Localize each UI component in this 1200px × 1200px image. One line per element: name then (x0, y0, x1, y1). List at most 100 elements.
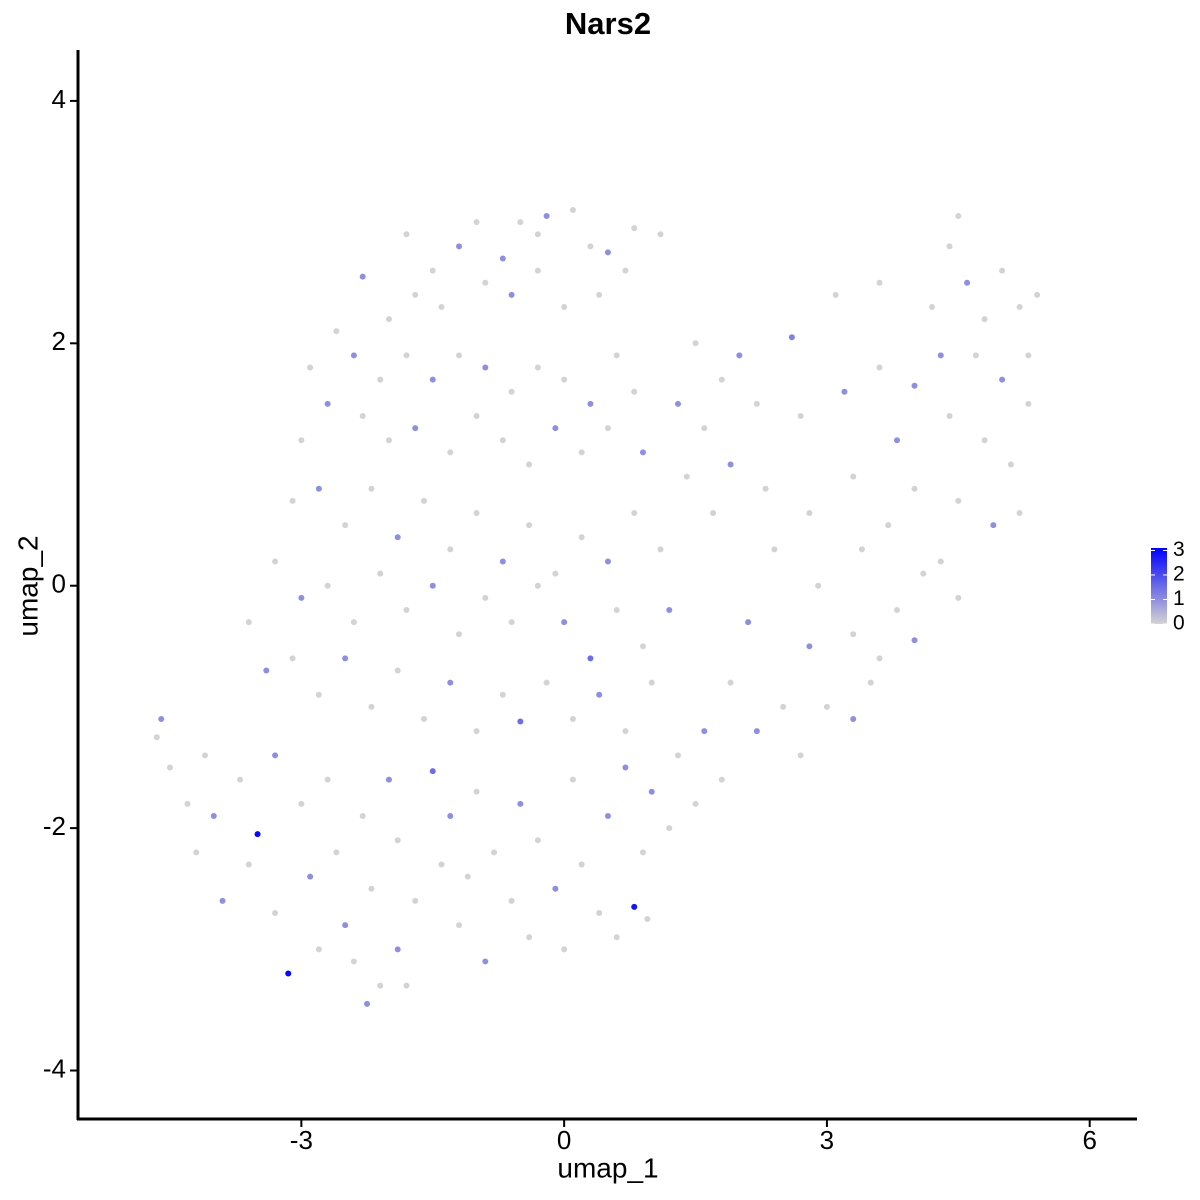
point (438, 861, 445, 868)
point (508, 897, 515, 904)
point (596, 691, 603, 698)
point (342, 655, 349, 662)
point (526, 522, 533, 529)
point (648, 788, 655, 795)
point (412, 897, 419, 904)
point (631, 509, 638, 516)
point (272, 909, 279, 916)
point (272, 558, 279, 565)
point (631, 225, 638, 232)
point (473, 509, 480, 516)
point (403, 606, 410, 613)
point (499, 691, 506, 698)
point (622, 728, 629, 735)
point (482, 279, 489, 286)
x-tick-label: 3 (820, 1125, 834, 1155)
point (552, 425, 559, 432)
point (631, 388, 638, 395)
point (394, 946, 401, 953)
point (578, 449, 585, 456)
point (534, 267, 541, 274)
point (911, 382, 918, 389)
point (1025, 400, 1032, 407)
point (981, 316, 988, 323)
point (911, 637, 918, 644)
point (569, 716, 576, 723)
point (219, 897, 226, 904)
point (245, 619, 252, 626)
point (832, 291, 839, 298)
point (644, 916, 651, 923)
point (534, 582, 541, 589)
point (272, 752, 279, 759)
y-axis-label: umap_2 (12, 535, 43, 636)
point (342, 522, 349, 529)
point (692, 800, 699, 807)
color-tick-label: 0 (1173, 612, 1185, 635)
point (543, 213, 550, 220)
point (710, 509, 717, 516)
point (508, 291, 515, 298)
point (350, 352, 357, 359)
point (569, 206, 576, 213)
point (324, 582, 331, 589)
point (438, 303, 445, 310)
point (499, 437, 506, 444)
point (324, 400, 331, 407)
point (639, 449, 646, 456)
x-tick-label: -3 (290, 1125, 313, 1155)
point (307, 873, 314, 880)
point (613, 606, 620, 613)
point (771, 546, 778, 553)
point (657, 231, 664, 238)
point (639, 643, 646, 650)
point (578, 861, 585, 868)
point (964, 279, 971, 286)
point (473, 413, 480, 420)
point (1016, 303, 1023, 310)
point (955, 213, 962, 220)
point (718, 376, 725, 383)
point (972, 352, 979, 359)
point (153, 734, 160, 741)
point (385, 437, 392, 444)
point (561, 946, 568, 953)
point (508, 388, 515, 395)
point (850, 631, 857, 638)
point (823, 703, 830, 710)
point (298, 437, 305, 444)
point (202, 752, 209, 759)
point (377, 570, 384, 577)
point (298, 800, 305, 807)
point (604, 425, 611, 432)
point (315, 691, 322, 698)
y-tick-label: 2 (52, 326, 66, 356)
point (561, 376, 568, 383)
point (350, 958, 357, 965)
point (876, 364, 883, 371)
point (701, 728, 708, 735)
point (718, 776, 725, 783)
point (701, 425, 708, 432)
point (429, 768, 436, 775)
point (815, 582, 822, 589)
point (797, 752, 804, 759)
point (885, 522, 892, 529)
point (482, 364, 489, 371)
point (315, 946, 322, 953)
point (543, 679, 550, 686)
point (569, 776, 576, 783)
point (263, 667, 270, 674)
point (403, 982, 410, 989)
point (1016, 509, 1023, 516)
color-bar (1151, 548, 1167, 624)
point (999, 267, 1006, 274)
point (1007, 461, 1014, 468)
point (955, 497, 962, 504)
point (753, 400, 760, 407)
point (990, 522, 997, 529)
point (385, 776, 392, 783)
point (473, 219, 480, 226)
point (420, 716, 427, 723)
point (245, 861, 252, 868)
